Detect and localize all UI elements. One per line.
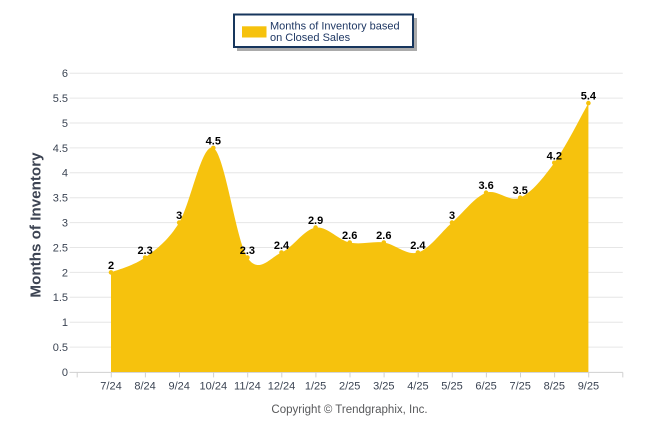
svg-text:9/25: 9/25 xyxy=(578,381,599,393)
svg-text:3.5: 3.5 xyxy=(513,185,528,197)
svg-text:3: 3 xyxy=(449,210,455,222)
svg-text:8/25: 8/25 xyxy=(544,381,565,393)
svg-text:4: 4 xyxy=(62,168,68,180)
svg-text:0: 0 xyxy=(62,367,68,379)
svg-text:4.2: 4.2 xyxy=(547,150,562,162)
svg-text:3/25: 3/25 xyxy=(373,381,394,393)
svg-text:5: 5 xyxy=(62,118,68,130)
svg-text:0.5: 0.5 xyxy=(53,342,68,354)
svg-text:5.5: 5.5 xyxy=(53,93,68,105)
svg-text:1.5: 1.5 xyxy=(53,292,68,304)
svg-text:2.5: 2.5 xyxy=(53,242,68,254)
svg-text:8/24: 8/24 xyxy=(134,381,155,393)
svg-text:2: 2 xyxy=(62,267,68,279)
svg-text:3.6: 3.6 xyxy=(478,180,493,192)
svg-text:4.5: 4.5 xyxy=(53,143,68,155)
svg-text:3.5: 3.5 xyxy=(53,193,68,205)
svg-text:on Closed Sales: on Closed Sales xyxy=(270,32,351,44)
svg-text:6: 6 xyxy=(62,68,68,80)
svg-text:9/24: 9/24 xyxy=(168,381,189,393)
svg-text:7/24: 7/24 xyxy=(100,381,121,393)
svg-text:11/24: 11/24 xyxy=(234,381,261,393)
svg-text:1/25: 1/25 xyxy=(305,381,326,393)
svg-text:12/24: 12/24 xyxy=(268,381,296,393)
svg-text:1: 1 xyxy=(62,317,68,329)
svg-text:2.9: 2.9 xyxy=(308,215,323,227)
svg-text:3: 3 xyxy=(62,218,68,230)
svg-text:4.5: 4.5 xyxy=(206,135,221,147)
svg-text:7/25: 7/25 xyxy=(509,381,530,393)
svg-text:6/25: 6/25 xyxy=(475,381,496,393)
svg-text:2: 2 xyxy=(108,260,114,272)
svg-text:2.6: 2.6 xyxy=(342,230,357,242)
svg-text:4/25: 4/25 xyxy=(407,381,428,393)
svg-text:2.4: 2.4 xyxy=(410,240,426,252)
svg-text:Copyright © Trendgraphix, Inc.: Copyright © Trendgraphix, Inc. xyxy=(271,404,427,416)
svg-text:2.3: 2.3 xyxy=(240,245,255,257)
svg-text:10/24: 10/24 xyxy=(200,381,228,393)
svg-text:2.4: 2.4 xyxy=(274,240,290,252)
svg-text:2.3: 2.3 xyxy=(137,245,152,257)
svg-text:2.6: 2.6 xyxy=(376,230,391,242)
svg-text:5/25: 5/25 xyxy=(441,381,462,393)
svg-text:5.4: 5.4 xyxy=(581,91,597,103)
svg-text:Months of Inventory based: Months of Inventory based xyxy=(270,20,400,32)
svg-text:2/25: 2/25 xyxy=(339,381,360,393)
svg-text:Months of Inventory: Months of Inventory xyxy=(28,152,45,298)
svg-text:3: 3 xyxy=(176,210,182,222)
